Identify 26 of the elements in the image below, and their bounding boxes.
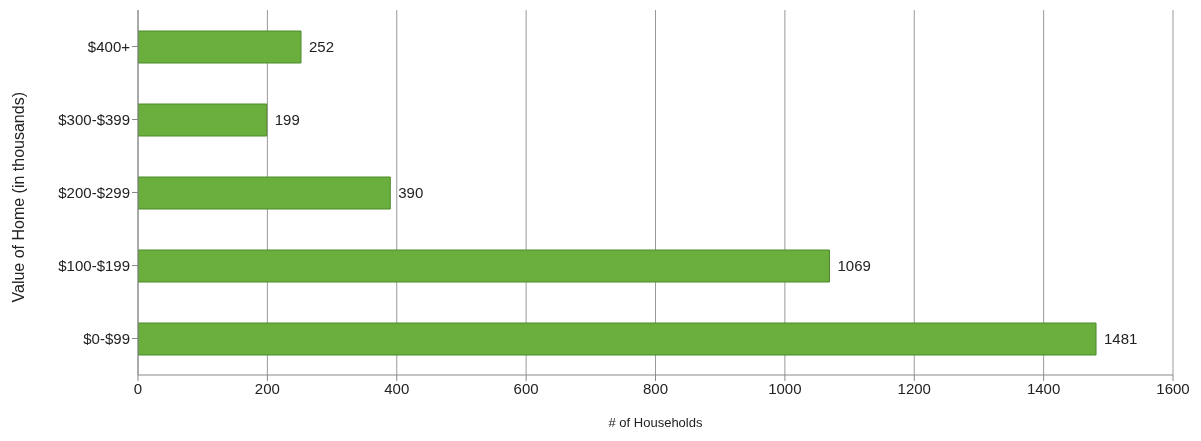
y-axis-title: Value of Home (in thousands) [9, 92, 27, 303]
bar [138, 30, 302, 64]
data-label: 199 [274, 111, 300, 129]
bar [138, 176, 391, 210]
x-tick-label: 1400 [1026, 379, 1061, 397]
bar [138, 249, 831, 283]
bar [138, 103, 268, 137]
x-tick-label: 600 [513, 379, 539, 397]
x-tick-label: 0 [133, 379, 143, 397]
y-tick-label: $400+ [87, 37, 131, 55]
x-tick-label: 1200 [897, 379, 931, 397]
x-axis-title: # of Households [608, 415, 703, 430]
data-label: 1481 [1104, 330, 1138, 348]
y-tick-label: $0-$99 [83, 329, 130, 347]
data-label: 252 [309, 38, 335, 56]
x-tick-label: 1000 [768, 379, 802, 397]
y-tick-label: $300-$399 [58, 110, 130, 128]
x-tick-label: 400 [384, 379, 410, 397]
x-tick-label: 200 [254, 379, 280, 397]
x-tick-label: 800 [642, 379, 669, 397]
bar [138, 322, 1097, 356]
data-label: 1069 [837, 257, 871, 275]
y-tick-label: $200-$299 [58, 183, 130, 201]
y-tick-label: $100-$199 [58, 256, 130, 274]
x-tick-label: 1600 [1156, 379, 1190, 397]
data-label: 390 [398, 184, 424, 202]
